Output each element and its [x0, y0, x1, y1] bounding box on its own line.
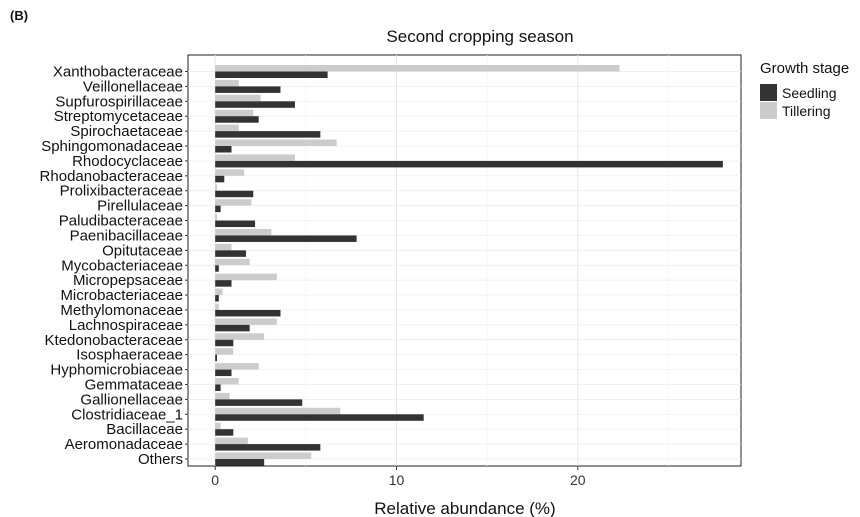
bar-tillering — [215, 79, 239, 87]
y-tick-label: Gallionellaceae — [80, 391, 183, 408]
bar-seedling — [215, 235, 357, 242]
bar-seedling — [215, 116, 259, 123]
y-tick-label: Micropepsaceae — [73, 272, 183, 289]
bar-seedling — [215, 265, 219, 272]
legend-swatch-seedling — [760, 84, 777, 101]
y-tick-label: Lachnospiraceae — [69, 317, 183, 334]
y-tick-label: Microbacteriaceae — [60, 287, 183, 304]
y-tick-label: Clostridiaceae_1 — [71, 406, 183, 423]
bar-tillering — [215, 303, 219, 310]
bar-tillering — [215, 243, 232, 251]
bar-seedling — [215, 339, 234, 347]
bar-tillering — [215, 348, 234, 355]
bar-tillering — [215, 392, 230, 400]
y-tick-label: Supfurospirillaceae — [55, 93, 183, 110]
bar-tillering — [215, 452, 312, 459]
bar-seedling — [215, 146, 232, 153]
bar-seedling — [215, 190, 254, 198]
bar-seedling — [215, 429, 234, 436]
bar-tillering — [215, 318, 277, 325]
bar-seedling — [215, 71, 328, 78]
bar-tillering — [215, 65, 620, 72]
bar-seedling — [215, 175, 225, 183]
chart-title: Second cropping season — [386, 27, 573, 46]
bar-seedling — [215, 160, 723, 168]
bar-tillering — [215, 288, 223, 296]
y-tick-label: Ktedonobacteraceae — [45, 332, 183, 349]
y-tick-label: Paludibacteraceae — [59, 213, 183, 230]
bar-seedling — [215, 101, 295, 108]
bar-tillering — [215, 214, 218, 221]
bar-tillering — [215, 184, 218, 191]
bar-tillering — [215, 199, 252, 206]
bar-seedling — [215, 369, 232, 377]
bar-tillering — [215, 273, 277, 281]
bar-tillering — [215, 139, 337, 147]
bar-seedling — [215, 205, 221, 213]
bars — [215, 65, 723, 466]
bar-seedling — [215, 324, 250, 332]
bar-seedling — [215, 309, 281, 317]
y-tick-label: Mycobacteriaceae — [61, 257, 183, 274]
y-tick-label: Aeromonadaceae — [65, 436, 183, 453]
bar-seedling — [215, 250, 247, 257]
y-tick-label: Streptomycetaceae — [54, 108, 183, 125]
bar-seedling — [215, 414, 424, 421]
y-tick-label: Xanthobacteraceae — [53, 64, 183, 81]
y-tick-label: Bacillaceae — [106, 421, 183, 438]
y-tick-label: Paenibacillaceae — [70, 227, 183, 244]
y-axis-ticks: XanthobacteraceaeVeillonellaceaeSupfuros… — [40, 64, 188, 468]
x-tick-label: 10 — [389, 472, 405, 488]
bar-tillering — [215, 437, 248, 445]
bar-tillering — [215, 228, 272, 236]
x-tick-label: 0 — [211, 472, 219, 488]
bar-tillering — [215, 422, 221, 430]
bar-seedling — [215, 295, 219, 302]
bar-seedling — [215, 384, 221, 391]
bar-tillering — [215, 124, 239, 132]
bar-tillering — [215, 154, 295, 161]
y-tick-label: Sphingomonadaceae — [41, 138, 183, 155]
y-tick-label: Veillonellaceae — [83, 78, 183, 95]
bar-tillering — [215, 333, 265, 340]
legend-swatch-tillering — [760, 102, 777, 119]
bar-tillering — [215, 109, 254, 117]
x-tick-label: 20 — [570, 472, 586, 488]
y-tick-label: Spirochaetaceae — [70, 123, 183, 140]
bar-seedling — [215, 86, 281, 93]
bar-seedling — [215, 220, 256, 228]
bar-seedling — [215, 399, 303, 406]
plot-border — [187, 54, 742, 467]
x-axis-ticks: 0 10 20 — [211, 466, 586, 488]
y-tick-label: Rhodanobacteraceae — [40, 168, 183, 185]
bar-tillering — [215, 169, 245, 176]
panel-label: (B) — [10, 8, 29, 23]
y-tick-label: Pirellulaceae — [97, 198, 183, 215]
bar-tillering — [215, 94, 261, 102]
y-tick-label: Others — [138, 451, 183, 468]
y-tick-label: Rhodocyclaceae — [72, 153, 183, 170]
y-tick-label: Prolixibacteraceae — [60, 183, 183, 200]
bar-tillering — [215, 407, 341, 415]
y-tick-label: Isosphaeraceae — [76, 347, 183, 364]
y-tick-label: Opitutaceae — [102, 242, 183, 259]
bar-tillering — [215, 258, 250, 266]
bar-seedling — [215, 131, 321, 138]
bar-seedling — [215, 459, 265, 466]
bar-tillering — [215, 377, 239, 385]
legend-label-tillering: Tillering — [782, 103, 831, 119]
x-axis-label: Relative abundance (%) — [374, 499, 555, 517]
y-tick-label: Methylomonaceae — [60, 302, 183, 319]
bar-tillering — [215, 363, 259, 370]
bar-seedling — [215, 354, 218, 362]
y-tick-label: Gemmataceae — [85, 376, 183, 393]
legend: Growth stage Seedling Tillering — [760, 60, 849, 119]
legend-label-seedling: Seedling — [782, 85, 837, 101]
y-tick-label: Hyphomicrobiaceae — [50, 362, 183, 379]
bar-seedling — [215, 444, 321, 451]
legend-title: Growth stage — [760, 60, 849, 77]
bar-seedling — [215, 280, 232, 287]
